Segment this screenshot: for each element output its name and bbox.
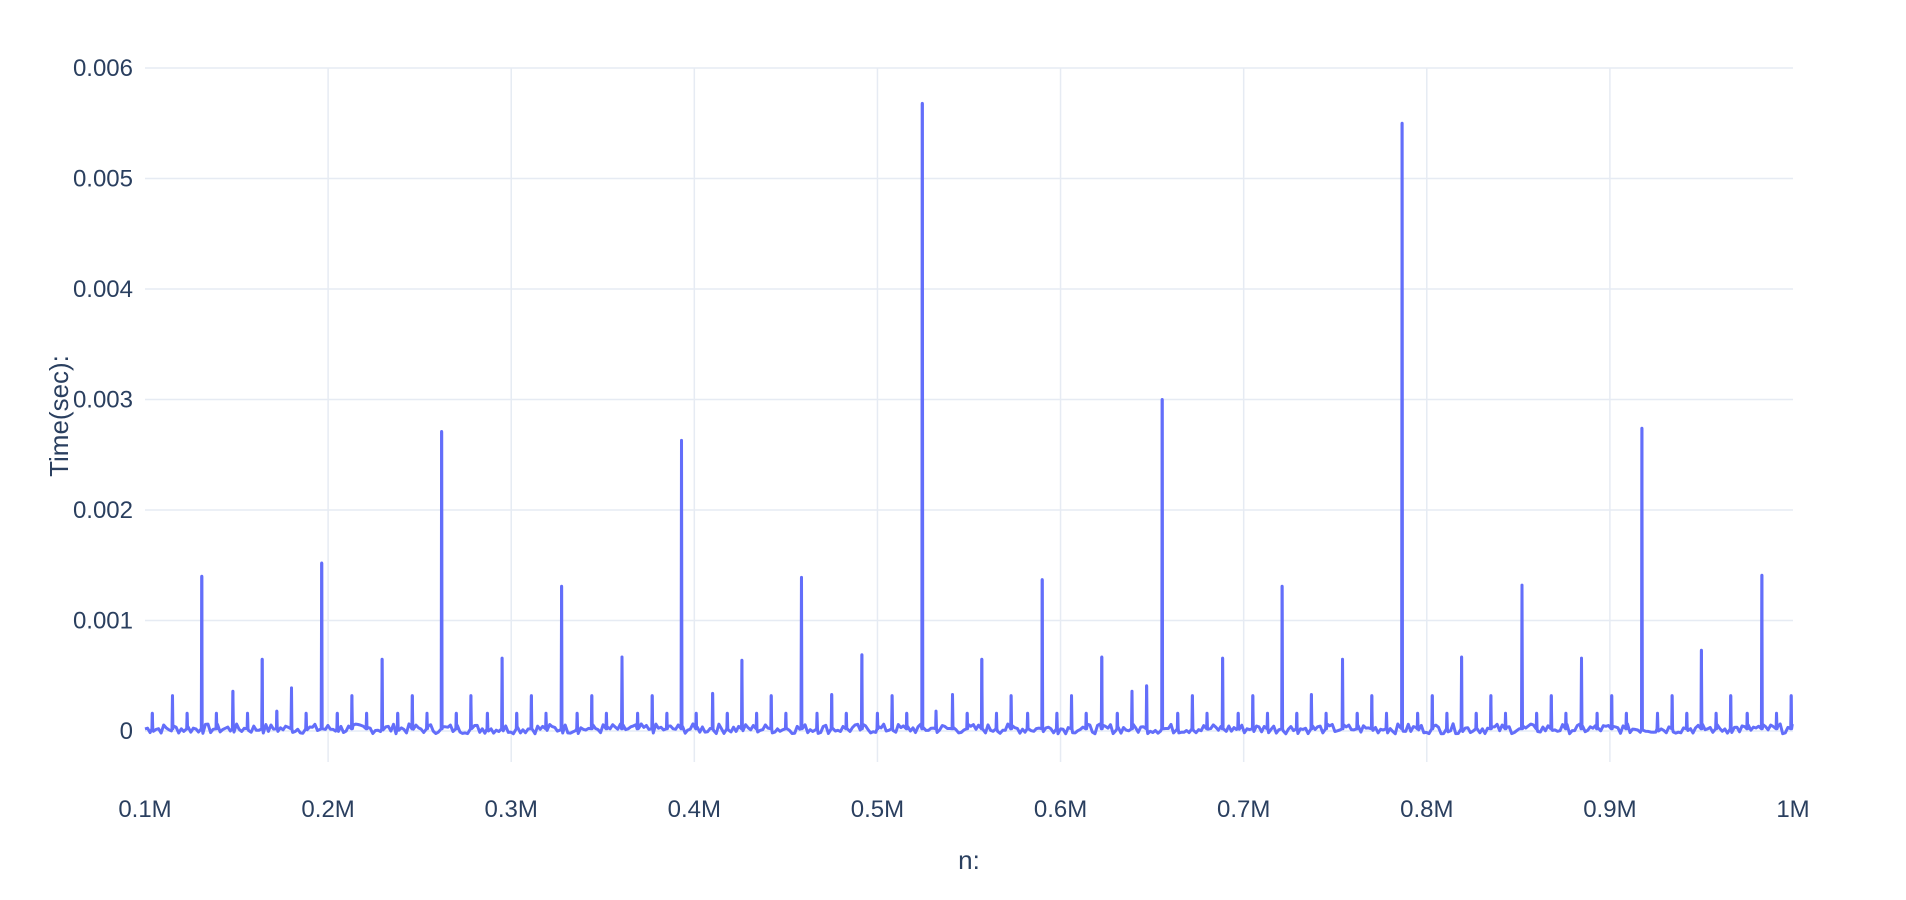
gridlines	[145, 67, 1793, 762]
y-tick-label: 0.004	[73, 276, 133, 303]
series-trace	[144, 101, 1794, 736]
x-axis-ticks: 0.1M 0.2M 0.3M 0.4M 0.5M 0.6M 0.7M 0.8M 0.9M 1M	[118, 796, 1809, 823]
y-tick-label: 0.003	[73, 387, 133, 414]
y-tick-label: 0.002	[73, 497, 133, 524]
x-tick-label: 0.6M	[1034, 796, 1087, 823]
series-line	[144, 101, 1794, 736]
y-tick-label: 0.006	[73, 55, 133, 82]
x-tick-label: 0.2M	[301, 796, 354, 823]
x-tick-label: 0.5M	[851, 796, 904, 823]
x-tick-label: 0.3M	[485, 796, 538, 823]
y-axis-title: Time(sec):	[44, 355, 74, 477]
x-axis-title: n:	[958, 845, 980, 875]
y-axis-ticks: 0 0.001 0.002 0.003 0.004 0.005 0.006	[73, 55, 133, 745]
y-tick-label: 0	[120, 718, 133, 745]
x-tick-label: 0.4M	[668, 796, 721, 823]
x-tick-label: 0.7M	[1217, 796, 1270, 823]
x-tick-label: 1M	[1776, 796, 1809, 823]
y-tick-label: 0.001	[73, 608, 133, 635]
x-tick-label: 0.9M	[1583, 796, 1636, 823]
x-tick-label: 0.1M	[118, 796, 171, 823]
y-tick-label: 0.005	[73, 166, 133, 193]
x-tick-label: 0.8M	[1400, 796, 1453, 823]
